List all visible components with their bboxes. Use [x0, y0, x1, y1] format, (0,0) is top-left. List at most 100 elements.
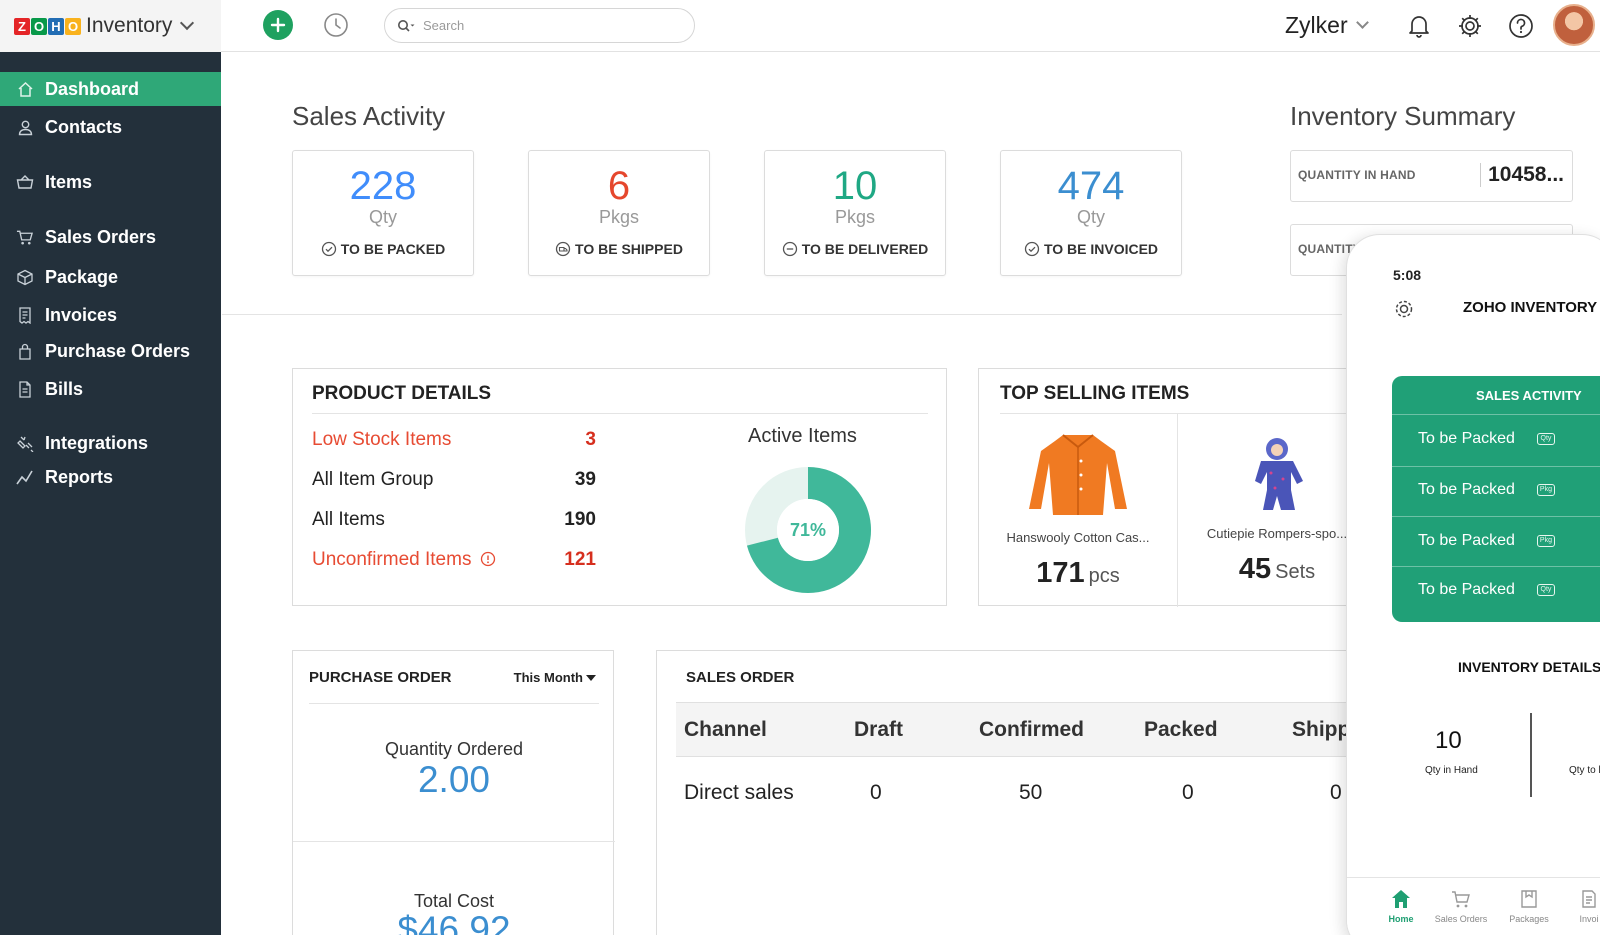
item-qty-wrap: 171 pcs: [979, 557, 1177, 590]
plus-icon: [270, 17, 286, 33]
receipt-icon: [16, 306, 34, 324]
truck-circle-icon: [555, 241, 571, 257]
qty-ordered-label: Quantity Ordered: [384, 739, 524, 759]
top-selling-item[interactable]: Hanswooly Cotton Cas... 171 pcs: [979, 413, 1177, 605]
inventory-summary-title: Inventory Summary: [1290, 101, 1516, 131]
phone-sales-row[interactable]: To be Packed Qty: [1418, 581, 1555, 599]
org-name: Zylker: [1285, 11, 1348, 38]
sales-order-table: Channel Draft Confirmed Packed Shipp Dir…: [676, 702, 1350, 829]
sidebar-item-contacts[interactable]: Contacts: [0, 110, 221, 144]
check-circle-icon: [321, 241, 336, 257]
item-qty-wrap: 45 Sets: [1178, 553, 1376, 586]
top-selling-item[interactable]: Cutiepie Rompers-spo... 45 Sets: [1178, 413, 1376, 605]
sidebar-item-package[interactable]: Package: [0, 260, 221, 294]
card-label-text: TO BE INVOICED: [1043, 241, 1159, 257]
sales-activity-title: Sales Activity: [292, 101, 446, 131]
purchase-order-title: PURCHASE ORDER: [309, 669, 452, 686]
summary-label: QUANTITY: [1298, 242, 1361, 256]
period-dropdown[interactable]: This Month: [514, 670, 597, 685]
table-row[interactable]: Direct sales 0 50 0 0: [676, 757, 1350, 829]
sidebar-item-purchase-orders[interactable]: Purchase Orders: [0, 334, 221, 368]
sales-activity-card-shipped[interactable]: 6 Pkgs TO BE SHIPPED: [528, 150, 710, 276]
top-selling-title: TOP SELLING ITEMS: [1000, 383, 1190, 404]
info-icon: [480, 551, 495, 567]
row-label: To be Packed: [1418, 430, 1515, 447]
item-qty: 45: [1238, 553, 1272, 585]
quick-create-button[interactable]: [263, 10, 293, 40]
card-label: TO BE SHIPPED: [529, 241, 709, 257]
phone-tab-home[interactable]: Home: [1371, 888, 1431, 924]
card-unit: Pkgs: [598, 207, 640, 227]
phone-sales-row[interactable]: To be Packed Qty: [1418, 430, 1555, 448]
total-cost-label: Total Cost: [413, 891, 495, 911]
sales-activity-card-delivered[interactable]: 10 Pkgs TO BE DELIVERED: [764, 150, 946, 276]
donut-hole: [777, 499, 839, 561]
search-icon[interactable]: [397, 19, 415, 33]
sidebar-item-items[interactable]: Items: [0, 165, 221, 199]
card-label: TO BE DELIVERED: [765, 241, 945, 257]
tab-label: Invoi: [1579, 914, 1599, 924]
phone-tab-sales-orders[interactable]: Sales Orders: [1431, 888, 1491, 924]
help-button[interactable]: [1507, 12, 1535, 40]
tab-label: Packages: [1509, 914, 1549, 924]
sidebar-item-integrations[interactable]: Integrations: [0, 426, 221, 460]
search-input[interactable]: [423, 18, 663, 33]
sidebar-item-dashboard[interactable]: Dashboard: [0, 72, 221, 106]
gear-icon[interactable]: [1392, 297, 1416, 321]
low-stock-row[interactable]: Low Stock Items 3: [312, 429, 596, 451]
phone-bottom-nav: Home Sales Orders Packages Invoi: [1347, 877, 1600, 935]
settings-button[interactable]: [1456, 12, 1484, 40]
qty-tag-icon: Qty: [1536, 433, 1555, 445]
app-switcher[interactable]: Z O H O Inventory: [0, 0, 221, 52]
active-items-title: Active Items: [748, 425, 857, 447]
recent-history-button[interactable]: [321, 10, 351, 40]
sidebar-item-reports[interactable]: Reports: [0, 460, 221, 494]
sales-activity-card-packed[interactable]: 228 Qty TO BE PACKED: [292, 150, 474, 276]
basket-icon: [16, 173, 34, 191]
column-header: Shipp: [1284, 702, 1350, 757]
all-item-group-row[interactable]: All Item Group 39: [312, 469, 596, 491]
box-icon: [1521, 890, 1537, 908]
card-value: 228: [349, 164, 417, 208]
row-value: 190: [564, 509, 596, 530]
cart-icon: [1452, 891, 1470, 908]
sidebar-item-label: Package: [45, 266, 119, 287]
row-value: 39: [574, 469, 596, 490]
search-bar[interactable]: [384, 8, 695, 43]
logo-letter: H: [48, 17, 64, 35]
phone-tab-packages[interactable]: Packages: [1499, 888, 1559, 924]
column-header: Channel: [676, 702, 846, 757]
phone-app-title: ZOHO INVENTORY: [1463, 299, 1598, 316]
panel-divider: [312, 413, 928, 414]
top-bar: Z O H O Inventory Zylker: [0, 0, 1600, 52]
row-label: Unconfirmed Items: [312, 549, 472, 570]
avatar[interactable]: [1553, 4, 1595, 46]
phone-sales-row[interactable]: To be Packed Pkg: [1418, 532, 1555, 550]
sidebar-item-label: Sales Orders: [45, 226, 157, 247]
help-icon: [1509, 14, 1533, 38]
panel-divider: [309, 703, 599, 704]
logo-letter: O: [65, 17, 81, 35]
sidebar-item-bills[interactable]: Bills: [0, 372, 221, 406]
all-items-row[interactable]: All Items 190: [312, 509, 596, 531]
row-label-wrap: Unconfirmed Items: [312, 549, 496, 571]
card-value: 10: [832, 164, 878, 208]
app-name: Inventory: [86, 14, 173, 37]
check-circle-icon: [1024, 241, 1040, 257]
mobile-app-preview: 5:08 ZOHO INVENTORY SALES ACTIVITY To be…: [1346, 234, 1600, 935]
card-value: 6: [607, 164, 631, 208]
row-value: 3: [585, 429, 596, 450]
sidebar-item-sales-orders[interactable]: Sales Orders: [0, 220, 221, 254]
sidebar-item-label: Items: [45, 171, 93, 192]
phone-inventory-label: Qty to b: [1569, 765, 1600, 776]
row-value: 121: [564, 549, 596, 570]
sales-activity-card-invoiced[interactable]: 474 Qty TO BE INVOICED: [1000, 150, 1182, 276]
purchase-order-panel: PURCHASE ORDER This Month Quantity Order…: [292, 650, 615, 935]
summary-label: QUANTITY IN HAND: [1298, 168, 1416, 182]
notifications-button[interactable]: [1405, 12, 1433, 40]
unconfirmed-items-row[interactable]: Unconfirmed Items 121: [312, 549, 596, 571]
phone-tab-invoices[interactable]: Invoi: [1559, 888, 1600, 924]
organization-switcher[interactable]: Zylker: [1285, 10, 1369, 40]
phone-sales-row[interactable]: To be Packed Pkg: [1418, 481, 1555, 499]
sidebar-item-invoices[interactable]: Invoices: [0, 298, 221, 332]
